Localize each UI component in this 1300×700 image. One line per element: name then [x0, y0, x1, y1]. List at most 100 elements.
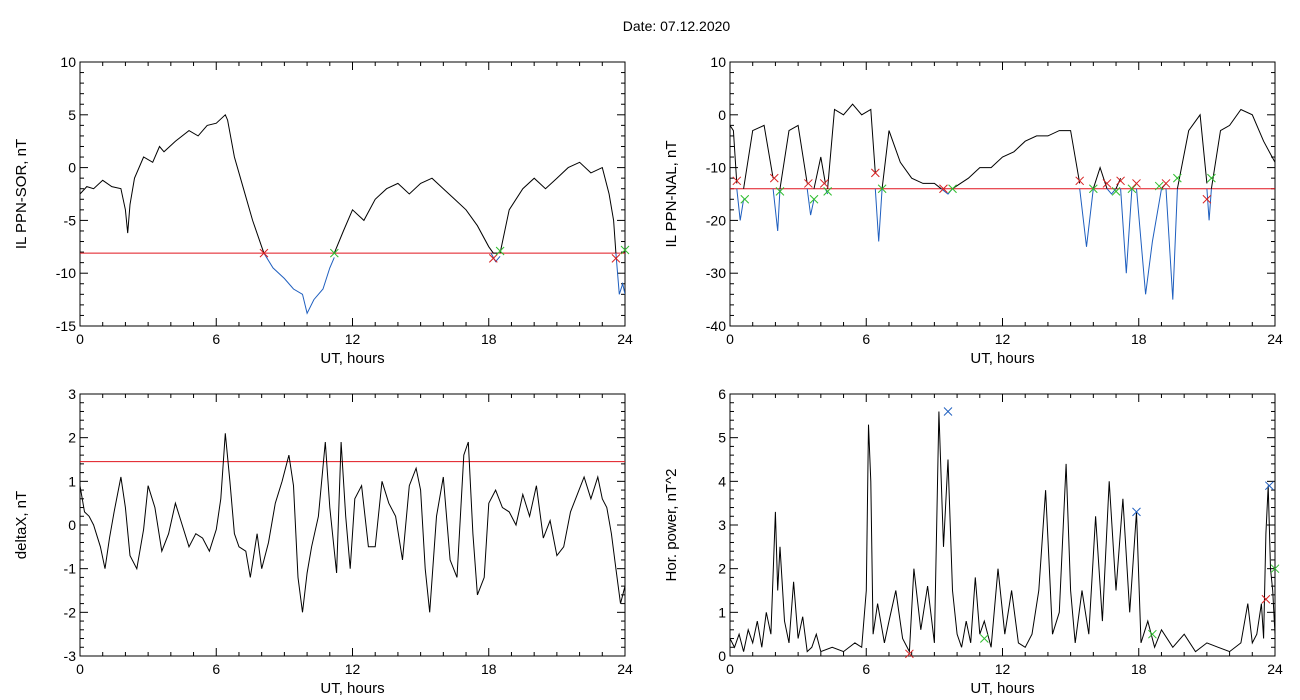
event-marker [905, 649, 914, 659]
x-axis-label: UT, hours [320, 350, 384, 367]
series-line-2 [263, 252, 335, 315]
plot-frame [729, 61, 1276, 327]
y-tick-label: -10 [56, 265, 76, 281]
event-marker [1264, 481, 1274, 491]
event-marker [732, 176, 742, 186]
event-marker [1270, 564, 1280, 574]
event-marker [803, 179, 813, 188]
series-line-3 [743, 124, 774, 189]
x-tick-label: 6 [212, 331, 220, 347]
series-line-7 [813, 156, 826, 189]
x-tick-label: 12 [995, 661, 1011, 677]
x-tick-label: 12 [345, 661, 361, 677]
chart-panel-2: 0 6 12 18 24 -40 -30 -20 -10 0 10 UT, hours IL PPN-N… [663, 54, 1283, 367]
series-line-5 [779, 124, 808, 189]
event-marker [1116, 176, 1125, 186]
y-tick-label: 1 [718, 604, 726, 620]
x-tick-label: 18 [481, 331, 497, 347]
series-line-23 [1176, 113, 1208, 189]
y-tick-label: 3 [68, 386, 76, 402]
series-line-4 [772, 188, 781, 232]
plot-frame [79, 61, 626, 327]
x-tick-label: 0 [76, 331, 84, 347]
y-tick-label: 3 [718, 517, 726, 533]
x-axis-label: UT, hours [970, 680, 1034, 697]
y-tick-label: -20 [706, 212, 726, 228]
y-tick-label: 2 [68, 430, 76, 446]
event-marker [1088, 184, 1098, 194]
x-tick-label: 24 [1267, 661, 1283, 677]
event-marker [1075, 176, 1085, 186]
series-line-20 [1136, 188, 1162, 295]
x-tick-label: 0 [726, 331, 734, 347]
series-line-3 [333, 177, 498, 254]
x-axis-label: UT, hours [970, 350, 1034, 367]
event-marker [329, 248, 339, 258]
event-marker [488, 254, 498, 263]
event-marker [948, 184, 957, 194]
series-line-25 [1210, 108, 1275, 189]
event-marker [1148, 629, 1157, 639]
series-line-9 [827, 103, 876, 189]
plot-frame [79, 393, 626, 657]
event-marker [620, 245, 630, 255]
chart-panel-1: 0 6 12 18 24 -15 -10 -5 0 5 10 UT, hours IL PPN-SOR,… [13, 54, 633, 367]
event-marker [1161, 179, 1171, 188]
y-tick-label: 0 [718, 648, 726, 664]
x-tick-label: 12 [345, 331, 361, 347]
y-tick-label: 6 [718, 386, 726, 402]
y-tick-label: 5 [718, 430, 726, 446]
event-marker [1154, 181, 1164, 191]
x-tick-label: 6 [862, 331, 870, 347]
x-tick-label: 6 [212, 661, 220, 677]
event-marker [1207, 173, 1216, 183]
series-line-6 [615, 253, 625, 295]
y-axis-label: IL PPN-NAL, nT [663, 141, 680, 248]
series-line-1 [730, 411, 1275, 654]
x-tick-label: 24 [1267, 331, 1283, 347]
event-marker [1111, 187, 1121, 196]
y-tick-label: -5 [64, 212, 77, 228]
event-marker [819, 179, 829, 188]
series-line-2 [736, 188, 745, 221]
series-line-4 [490, 252, 501, 263]
event-marker [809, 194, 819, 204]
event-marker [611, 254, 621, 263]
series-line-1 [730, 125, 738, 184]
page-title: Date: 07.12.2020 [622, 18, 731, 34]
y-tick-label: -3 [64, 648, 77, 664]
event-marker [775, 187, 785, 196]
series-line-24 [1206, 188, 1212, 221]
x-tick-label: 12 [995, 331, 1011, 347]
event-marker [1132, 179, 1141, 188]
event-marker [1261, 594, 1271, 604]
event-marker [495, 246, 505, 256]
y-tick-label: -10 [706, 160, 726, 176]
y-tick-label: 1 [68, 473, 76, 489]
x-axis-label: UT, hours [320, 680, 384, 697]
event-marker [979, 634, 989, 643]
y-tick-label: -40 [706, 318, 726, 334]
event-marker [1132, 507, 1141, 517]
x-tick-label: 0 [726, 661, 734, 677]
event-marker [939, 184, 948, 194]
event-marker [823, 187, 832, 196]
series-line-10 [874, 188, 883, 242]
event-marker [1102, 179, 1112, 188]
event-marker [259, 248, 269, 258]
series-line-13 [952, 130, 1081, 190]
y-tick-label: 0 [718, 107, 726, 123]
event-marker [1202, 194, 1212, 204]
x-tick-label: 18 [1131, 331, 1147, 347]
x-tick-label: 24 [617, 661, 633, 677]
series-line-1 [80, 433, 625, 613]
x-tick-label: 0 [76, 661, 84, 677]
y-tick-label: -30 [706, 265, 726, 281]
series-line-1 [80, 113, 265, 254]
series-line-18 [1120, 188, 1133, 274]
x-tick-label: 6 [862, 661, 870, 677]
y-axis-label: IL PPN-SOR, nT [13, 139, 30, 249]
